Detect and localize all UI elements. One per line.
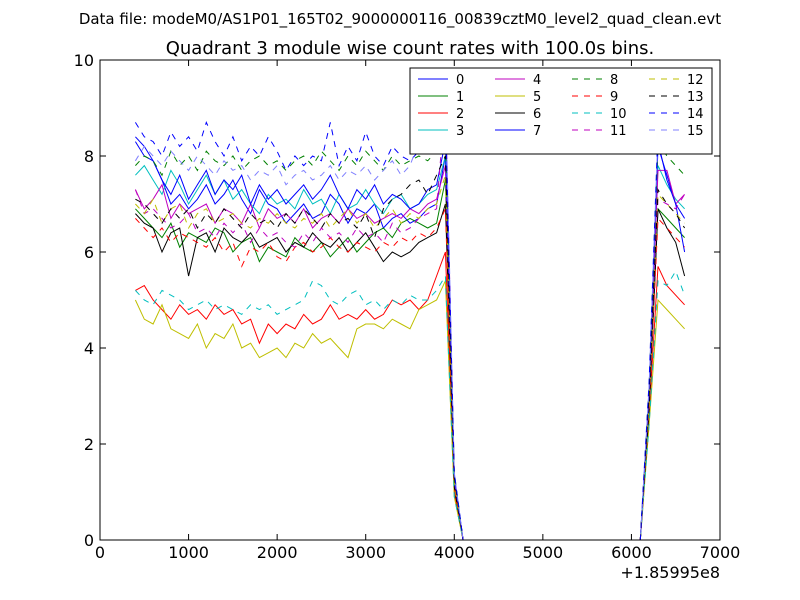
legend-label-11: 11 xyxy=(610,124,627,139)
x-tick-label: 2000 xyxy=(257,543,298,562)
legend-label-7: 7 xyxy=(533,124,541,139)
legend-label-6: 6 xyxy=(533,107,541,122)
x-tick-label: 1000 xyxy=(168,543,209,562)
legend-label-14: 14 xyxy=(687,107,704,122)
legend-label-5: 5 xyxy=(533,90,541,105)
legend-label-0: 0 xyxy=(456,73,464,88)
legend-label-13: 13 xyxy=(687,90,704,105)
y-tick-label: 0 xyxy=(84,531,94,550)
legend-label-15: 15 xyxy=(687,124,704,139)
chart-title: Quadrant 3 module wise count rates with … xyxy=(166,38,655,59)
series-line-8 xyxy=(135,131,685,541)
legend-label-3: 3 xyxy=(456,124,464,139)
x-tick-label: 0 xyxy=(95,543,105,562)
x-tick-label: 4000 xyxy=(434,543,475,562)
legend-label-8: 8 xyxy=(610,73,618,88)
x-tick-label: 5000 xyxy=(522,543,563,562)
legend-label-1: 1 xyxy=(456,90,464,105)
legend-label-4: 4 xyxy=(533,73,541,88)
legend-label-10: 10 xyxy=(610,107,627,122)
x-tick-label: 6000 xyxy=(611,543,652,562)
x-tick-label: 7000 xyxy=(700,543,741,562)
y-tick-label: 10 xyxy=(74,51,94,70)
legend-label-2: 2 xyxy=(456,107,464,122)
figure-suptitle: Data file: modeM0/AS1P01_165T02_90000001… xyxy=(79,10,721,29)
y-tick-label: 6 xyxy=(84,243,94,262)
x-tick-label: 3000 xyxy=(345,543,386,562)
legend-box xyxy=(409,67,713,155)
legend-label-9: 9 xyxy=(610,90,618,105)
legend-label-12: 12 xyxy=(687,73,704,88)
plot-frame xyxy=(99,59,721,541)
y-tick-label: 4 xyxy=(84,339,94,358)
x-axis-offset-label: +1.85995e8 xyxy=(620,563,720,582)
series-line-12 xyxy=(135,175,685,541)
y-tick-label: 2 xyxy=(84,435,94,454)
y-tick-label: 8 xyxy=(84,147,94,166)
